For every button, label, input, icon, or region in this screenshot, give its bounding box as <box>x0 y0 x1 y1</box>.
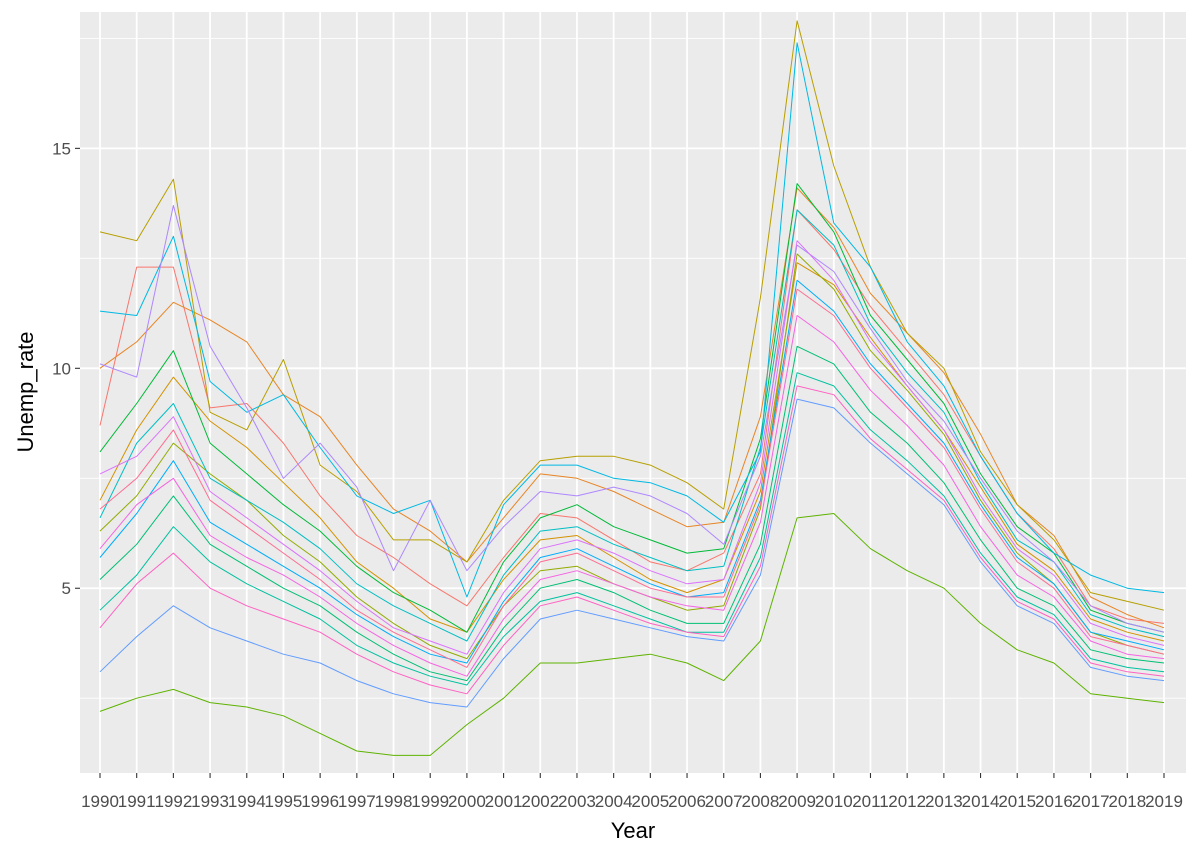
x-tick-label: 2003 <box>558 792 596 811</box>
y-axis: 5 10 15 <box>52 139 80 598</box>
series-line-15 <box>99 240 1165 655</box>
series-line-2 <box>99 187 1165 629</box>
series-line-18 <box>99 288 1165 668</box>
x-tick-label: 1994 <box>228 792 266 811</box>
x-tick-label: 2008 <box>741 792 779 811</box>
x-tick-label: 2015 <box>998 792 1036 811</box>
series-line-3 <box>99 262 1165 642</box>
series-line-17 <box>99 385 1165 695</box>
x-tick-label: 2007 <box>705 792 743 811</box>
x-tick-label: 2001 <box>485 792 523 811</box>
series-line-9 <box>99 372 1165 686</box>
x-tick-label: 1998 <box>375 792 413 811</box>
x-tick-label: 2011 <box>852 792 889 811</box>
x-tick-label: 1995 <box>265 792 303 811</box>
x-tick-label: 2013 <box>925 792 963 811</box>
series-line-11 <box>99 42 1165 598</box>
y-tick-label: 15 <box>52 139 71 158</box>
series-line-6 <box>99 513 1165 756</box>
x-tick-label: 1992 <box>154 792 192 811</box>
x-tick-label: 1996 <box>301 792 339 811</box>
x-axis-title: Year <box>611 818 655 843</box>
x-tick-label: 2012 <box>888 792 926 811</box>
x-tick-label: 2004 <box>595 792 633 811</box>
x-tick-label: 2019 <box>1145 792 1183 811</box>
series-lines <box>99 20 1165 756</box>
x-axis: 1990199119921993199419951996199719981999… <box>81 773 1183 811</box>
series-line-13 <box>99 398 1165 708</box>
series-line-14 <box>99 205 1165 633</box>
y-tick-label: 5 <box>62 579 71 598</box>
grid <box>80 12 1186 773</box>
x-tick-label: 1999 <box>411 792 449 811</box>
x-tick-label: 2000 <box>448 792 486 811</box>
x-tick-label: 2017 <box>1072 792 1110 811</box>
x-tick-label: 1990 <box>81 792 119 811</box>
series-line-4 <box>99 20 1165 611</box>
series-line-8 <box>99 345 1165 682</box>
x-tick-label: 2016 <box>1035 792 1073 811</box>
x-tick-label: 2014 <box>962 792 1000 811</box>
series-line-12 <box>99 279 1165 664</box>
plot-panel <box>80 12 1186 773</box>
series-line-7 <box>99 183 1165 633</box>
x-tick-label: 2018 <box>1108 792 1146 811</box>
x-tick-label: 1991 <box>118 792 156 811</box>
y-tick-label: 10 <box>52 359 71 378</box>
x-tick-label: 1993 <box>191 792 229 811</box>
series-line-16 <box>99 315 1165 677</box>
x-tick-label: 2009 <box>778 792 816 811</box>
series-line-10 <box>99 209 1165 642</box>
x-tick-label: 2002 <box>521 792 559 811</box>
y-axis-title: Unemp_rate <box>13 331 38 452</box>
x-tick-label: 2005 <box>631 792 669 811</box>
x-tick-label: 1997 <box>338 792 376 811</box>
x-tick-label: 2010 <box>815 792 853 811</box>
x-tick-label: 2006 <box>668 792 706 811</box>
